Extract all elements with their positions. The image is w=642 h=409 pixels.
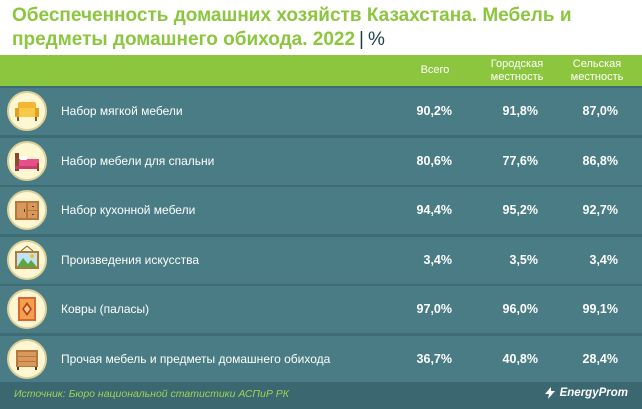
table-row: Прочая мебель и предметы домашнего обихо… — [0, 335, 642, 383]
footer: Источник: Бюро национальной статистики А… — [0, 382, 642, 409]
value-total: 90,2% — [416, 104, 452, 118]
row-label: Набор мебели для спальни — [61, 153, 215, 168]
carpet-icon — [7, 289, 47, 329]
kitchen-cabinet-icon — [7, 190, 47, 230]
value-rural: 92,7% — [582, 203, 618, 217]
value-rural: 86,8% — [582, 153, 618, 168]
value-total: 36,7% — [416, 351, 452, 366]
chart-title: Обеспеченность домашних хозяйств Казахст… — [12, 4, 632, 52]
brand-name: EnergyProm — [559, 387, 628, 399]
row-label: Набор мягкой мебели — [61, 104, 183, 118]
value-urban: 95,2% — [502, 203, 538, 217]
value-urban: 91,8% — [502, 104, 538, 118]
value-rural: 28,4% — [582, 351, 618, 366]
value-total: 94,4% — [416, 203, 452, 217]
table-row: Набор кухонной мебели 94,4% 95,2% 92,7% — [0, 187, 642, 234]
title-text: Обеспеченность домашних хозяйств Казахст… — [12, 5, 572, 50]
value-urban: 96,0% — [502, 302, 538, 316]
value-urban: 77,6% — [502, 153, 538, 168]
value-total: 3,4% — [423, 252, 453, 267]
brand-logo: EnergyProm — [544, 387, 628, 399]
row-label: Ковры (паласы) — [61, 302, 150, 316]
painting-icon — [7, 239, 47, 280]
dresser-icon — [7, 338, 47, 379]
value-total: 97,0% — [416, 302, 452, 316]
bolt-icon — [544, 387, 555, 399]
value-total: 80,6% — [416, 153, 452, 168]
table-row: Ковры (паласы) 97,0% 96,0% 99,1% — [0, 286, 642, 333]
sofa-icon — [7, 91, 47, 131]
title-unit: % — [367, 29, 385, 50]
value-rural: 87,0% — [582, 104, 618, 118]
column-header-total: Всего — [420, 64, 450, 76]
value-rural: 99,1% — [582, 302, 618, 316]
table-row: Набор мягкой мебели 90,2% 91,8% 87,0% — [0, 88, 642, 135]
column-header-bar: Всего Городская местность Сельская местн… — [0, 55, 642, 86]
column-header-urban: Городская местность — [490, 57, 544, 83]
value-rural: 3,4% — [589, 252, 619, 267]
title-separator: | — [359, 29, 364, 50]
bed-icon — [7, 140, 47, 181]
row-label: Произведения искусства — [61, 252, 200, 267]
value-urban: 40,8% — [502, 351, 538, 366]
table-row: Произведения искусства 3,4% 3,5% 3,4% — [0, 236, 642, 284]
header: Обеспеченность домашних хозяйств Казахст… — [0, 0, 642, 55]
row-label: Прочая мебель и предметы домашнего обихо… — [61, 351, 331, 366]
value-urban: 3,5% — [509, 252, 539, 267]
row-label: Набор кухонной мебели — [61, 203, 196, 217]
source-note: Источник: Бюро национальной статистики А… — [14, 388, 289, 400]
table-row: Набор мебели для спальни 80,6% 77,6% 86,8% — [0, 137, 642, 185]
column-header-rural: Сельская местность — [570, 57, 624, 83]
